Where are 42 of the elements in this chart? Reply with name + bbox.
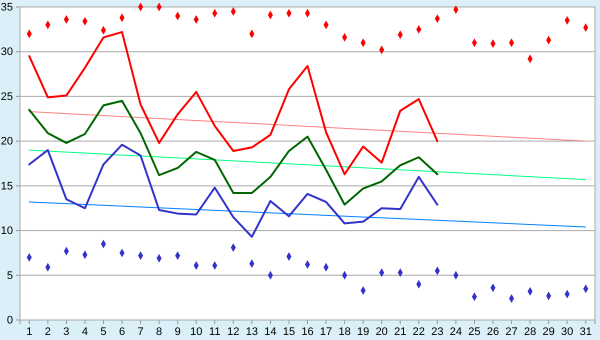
x-tick-label: 18	[338, 326, 351, 338]
x-tick-label: 31	[580, 326, 592, 338]
x-tick-label: 21	[394, 326, 406, 338]
y-tick-label: 5	[6, 270, 13, 282]
x-tick-label: 15	[282, 326, 296, 338]
y-tick-label: 20	[0, 136, 13, 148]
y-tick-label: 30	[0, 46, 13, 58]
x-tick-label: 19	[357, 326, 370, 338]
x-tick-label: 25	[468, 326, 481, 338]
x-tick-label: 17	[320, 326, 332, 338]
x-tick-label: 5	[100, 326, 107, 338]
x-tick-label: 16	[301, 326, 314, 338]
x-tick-label: 2	[44, 326, 51, 338]
x-tick-label: 6	[118, 326, 126, 338]
x-tick-label: 23	[431, 326, 444, 338]
x-tick-label: 13	[246, 326, 258, 338]
line-series	[28, 144, 438, 238]
y-tick-label: 35	[0, 2, 13, 14]
line-series	[28, 100, 438, 206]
x-tick-label: 4	[82, 326, 88, 338]
x-tick-label: 20	[376, 326, 388, 338]
y-tick-label: 0	[6, 314, 13, 327]
x-tick-label: 3	[63, 326, 70, 338]
x-tick-label: 12	[227, 326, 240, 338]
y-tick-label: 15	[0, 180, 13, 192]
x-tick-label: 27	[505, 326, 518, 338]
x-tick-label: 22	[412, 326, 425, 338]
x-tick-label: 11	[209, 326, 220, 338]
x-tick-label: 29	[542, 326, 555, 338]
x-tick-label: 24	[450, 326, 462, 338]
y-tick-label: 10	[0, 225, 13, 238]
x-tick-label: 7	[138, 326, 144, 338]
x-tick-label: 28	[524, 326, 536, 338]
x-tick-label: 26	[486, 326, 500, 338]
y-tick-label: 25	[0, 90, 13, 103]
x-tick-label: 30	[561, 326, 574, 338]
x-tick-label: 14	[264, 326, 277, 338]
x-tick-label: 9	[174, 326, 181, 338]
x-tick-label: 8	[156, 326, 162, 338]
line-series	[28, 31, 438, 176]
x-tick-label: 10	[190, 326, 202, 338]
x-tick-label: 1	[26, 326, 32, 338]
